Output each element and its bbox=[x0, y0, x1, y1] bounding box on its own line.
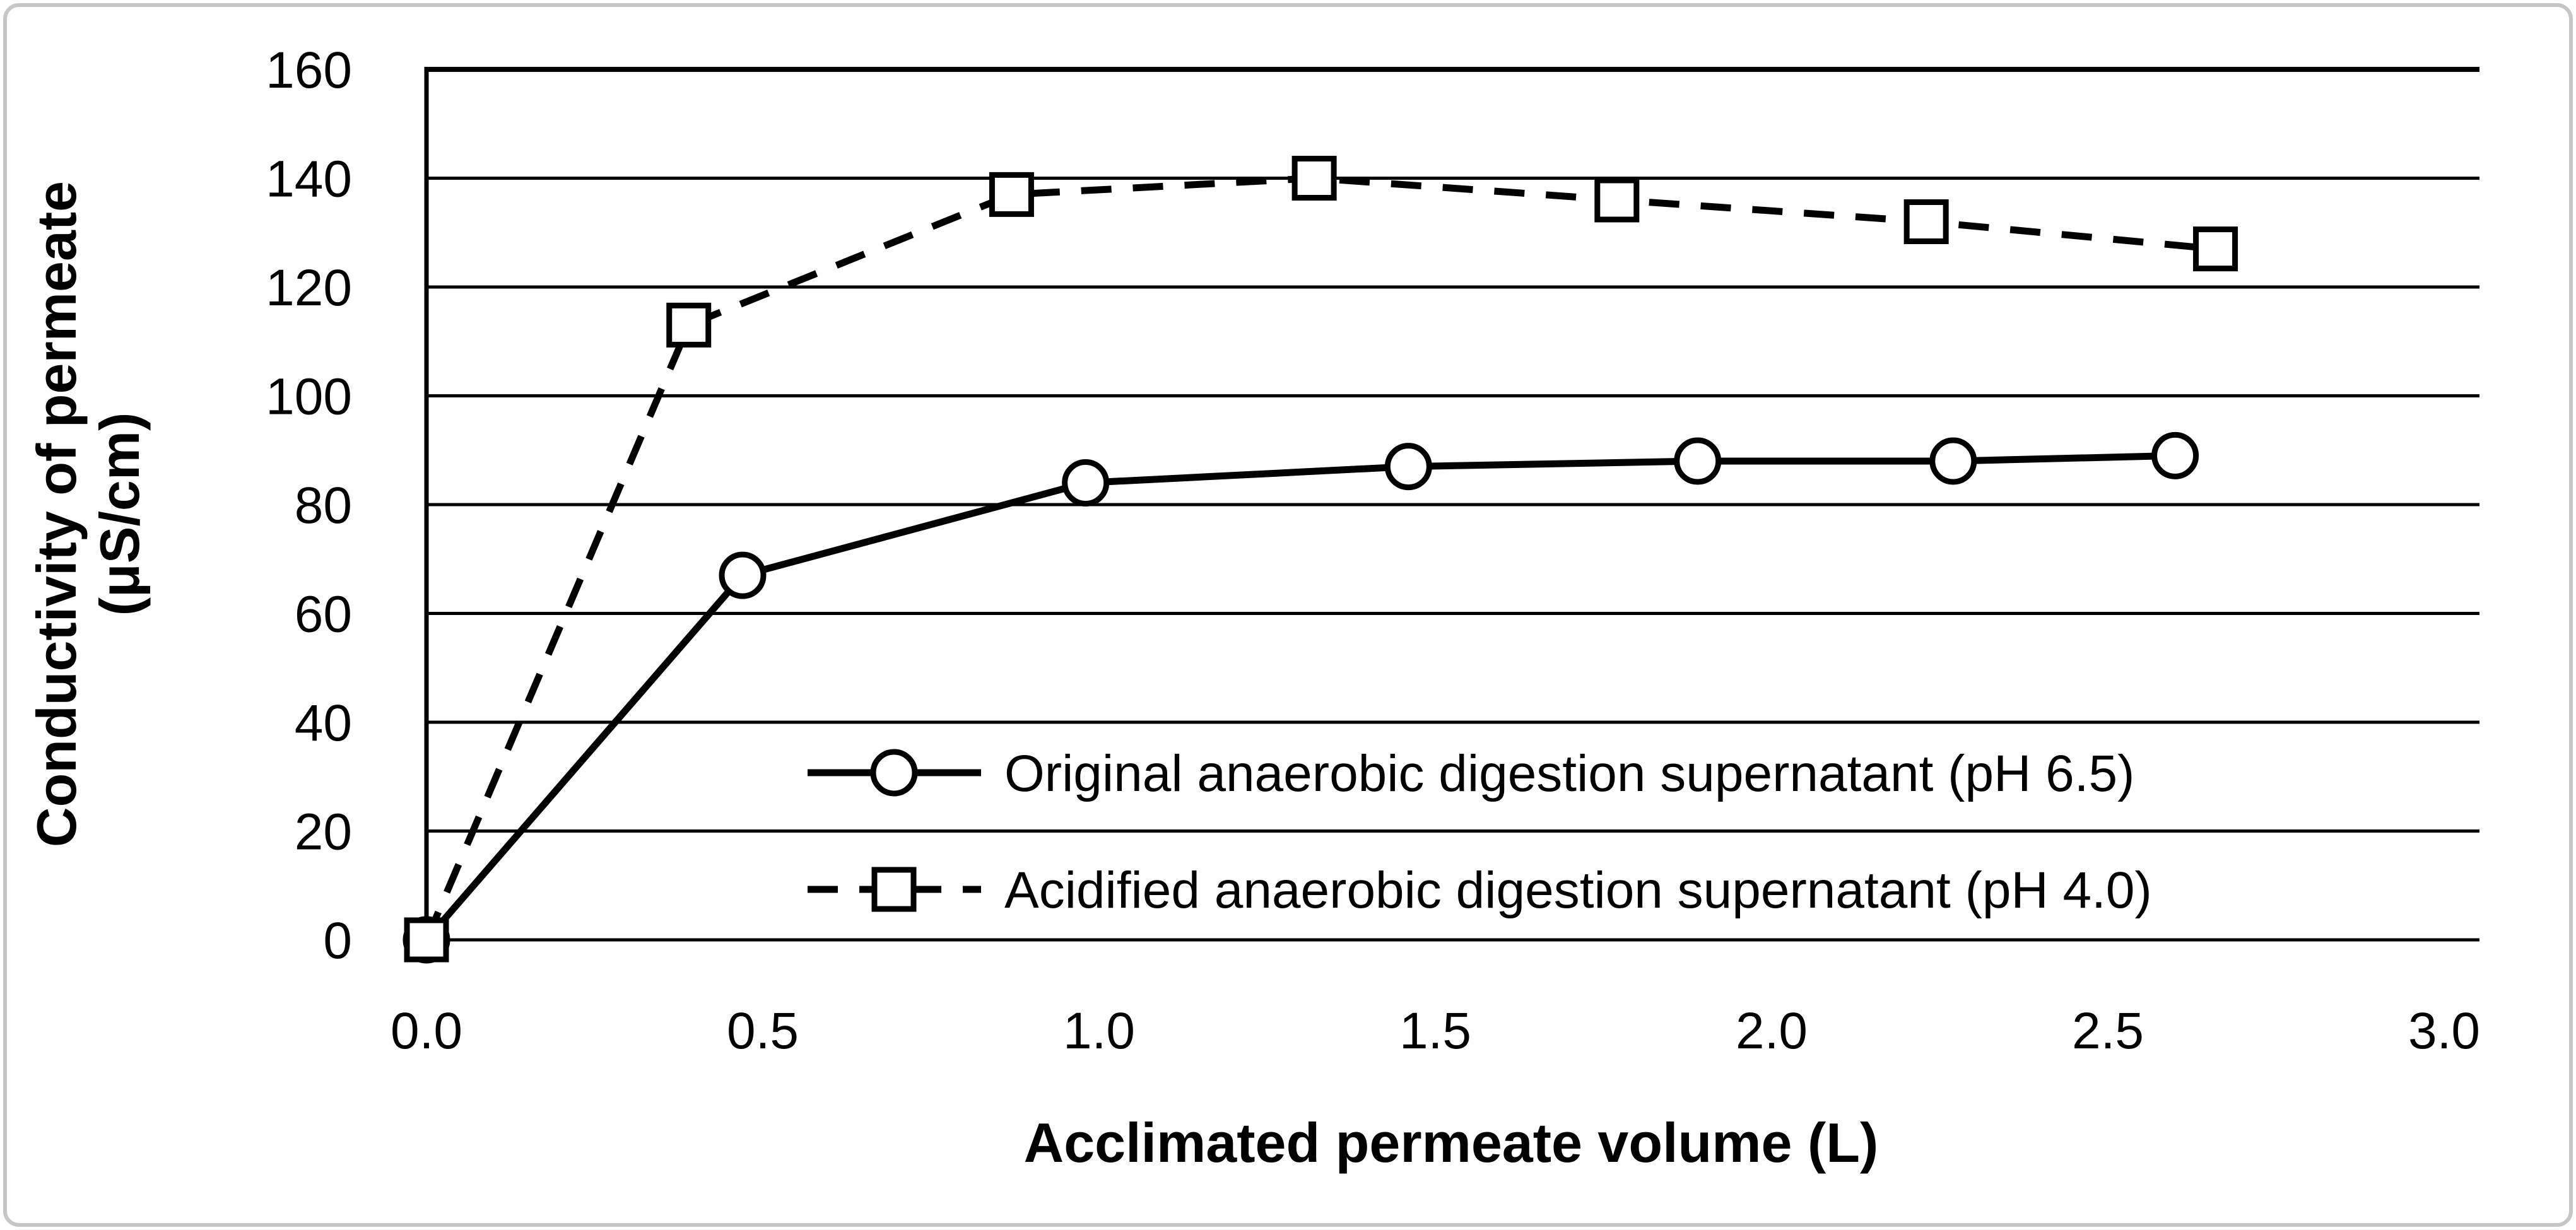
legend-item-acidified: Acidified anaerobic digestion supernatan… bbox=[808, 862, 2152, 919]
y-tick-label: 80 bbox=[295, 477, 352, 534]
data-point-circle bbox=[1674, 437, 1722, 485]
data-point-circle bbox=[1384, 443, 1432, 491]
y-axis-title-line2: (μS/cm) bbox=[88, 413, 151, 616]
data-point-square bbox=[989, 172, 1034, 217]
data-point-circle bbox=[719, 551, 767, 599]
y-tick-label: 120 bbox=[266, 259, 352, 317]
legend-item-original: Original anaerobic digestion supernatant… bbox=[808, 745, 2134, 802]
gridlines bbox=[426, 67, 2479, 942]
data-point-square bbox=[666, 302, 712, 348]
data-point-square bbox=[1291, 156, 1337, 201]
x-tick-label: 1.5 bbox=[1399, 1002, 1471, 1060]
data-point-square bbox=[404, 917, 449, 963]
series-layer bbox=[403, 156, 2238, 964]
y-tick-label: 40 bbox=[295, 694, 352, 752]
data-point-square bbox=[2193, 226, 2238, 272]
legend-square-marker-icon bbox=[871, 867, 917, 912]
data-point-square bbox=[1903, 199, 1949, 244]
legend-label-original: Original anaerobic digestion supernatant… bbox=[1004, 745, 2134, 802]
x-axis-tick-labels: 0.0 0.5 1.0 1.5 2.0 2.5 3.0 bbox=[391, 1002, 2480, 1060]
legend-label-acidified: Acidified anaerobic digestion supernatan… bbox=[1004, 862, 2152, 919]
y-axis-title: Conductivity of permeate(μS/cm) bbox=[25, 181, 151, 847]
y-tick-label: 60 bbox=[295, 586, 352, 643]
data-point-circle bbox=[2151, 431, 2199, 479]
x-tick-label: 0.0 bbox=[391, 1002, 462, 1060]
legend: Original anaerobic digestion supernatant… bbox=[808, 745, 2152, 919]
y-tick-label: 160 bbox=[266, 42, 352, 99]
y-tick-label: 140 bbox=[266, 151, 352, 208]
data-point-circle bbox=[1929, 437, 1977, 485]
x-tick-label: 1.0 bbox=[1063, 1002, 1135, 1060]
x-tick-label: 2.0 bbox=[1736, 1002, 1808, 1060]
x-tick-label: 2.5 bbox=[2072, 1002, 2144, 1060]
y-axis-tick-labels: 0 20 40 60 80 100 120 140 160 bbox=[266, 42, 352, 969]
y-axis-title-line1: Conductivity of permeate bbox=[25, 181, 88, 847]
x-axis-title: Acclimated permeate volume (L) bbox=[1024, 1111, 1879, 1174]
y-tick-label: 20 bbox=[295, 804, 352, 861]
data-point-circle bbox=[1062, 459, 1110, 507]
x-tick-label: 3.0 bbox=[2408, 1002, 2480, 1060]
x-tick-label: 0.5 bbox=[727, 1002, 799, 1060]
data-point-square bbox=[1594, 177, 1640, 223]
y-tick-label: 0 bbox=[323, 912, 352, 969]
legend-circle-marker-icon bbox=[870, 749, 918, 797]
y-tick-label: 100 bbox=[266, 368, 352, 426]
